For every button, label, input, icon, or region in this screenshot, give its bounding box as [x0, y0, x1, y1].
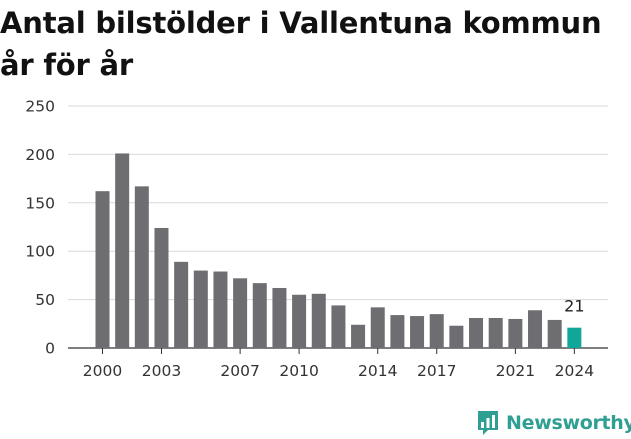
bar-2020	[488, 317, 503, 348]
bars	[95, 153, 582, 348]
x-tick-label: 2024	[555, 362, 594, 380]
bar-2002	[134, 186, 149, 348]
bar-2016	[410, 316, 425, 348]
bar-2015	[390, 315, 405, 348]
bar-2004	[174, 261, 189, 348]
y-tick-label: 100	[25, 243, 55, 261]
newsworthy-logo: Newsworthy	[476, 408, 631, 438]
x-tick-label: 2000	[83, 362, 122, 380]
bar-2018	[449, 325, 464, 348]
bar-2022	[528, 310, 543, 348]
bar-2007	[233, 278, 248, 348]
bar-2021	[508, 318, 523, 348]
bar-2001	[115, 153, 130, 348]
bar-2019	[469, 317, 484, 348]
y-axis-ticks: 0 50 100 150 200 250	[25, 98, 55, 358]
bar-2024	[567, 327, 582, 348]
bar-2012	[331, 305, 346, 348]
y-tick-label: 250	[25, 98, 55, 116]
x-tick-label: 2010	[279, 362, 318, 380]
bar-2009	[272, 287, 287, 348]
bar-2023	[547, 319, 562, 348]
bar-2010	[292, 294, 307, 348]
newsworthy-wordmark: Newsworthy	[506, 412, 631, 434]
x-tick-label: 2021	[496, 362, 535, 380]
y-tick-label: 50	[35, 291, 55, 309]
y-tick-label: 0	[45, 340, 55, 358]
bar-2003	[154, 227, 169, 348]
bar-2000	[95, 191, 110, 348]
x-tick-label: 2007	[220, 362, 259, 380]
data-labels: 21	[564, 297, 584, 316]
bar-2013	[351, 324, 366, 348]
bar-2017	[429, 314, 444, 348]
bar-2014	[370, 307, 385, 348]
x-tick-label: 2014	[358, 362, 397, 380]
bar-2005	[193, 270, 208, 348]
bar-2006	[213, 271, 228, 348]
y-tick-label: 150	[25, 194, 55, 212]
data-label-2024: 21	[564, 297, 584, 316]
y-tick-label: 200	[25, 146, 55, 164]
chart-title: Antal bilstölder i Vallentuna kommun år …	[0, 6, 602, 82]
bar-2011	[311, 293, 326, 348]
x-tick-label: 2017	[417, 362, 456, 380]
x-tick-label: 2003	[142, 362, 181, 380]
x-axis-ticks: 2000 2003 2007 2010 2014 2017 2021 2024	[83, 348, 594, 380]
bar-2008	[252, 283, 267, 348]
newsworthy-logo-icon	[478, 411, 498, 435]
